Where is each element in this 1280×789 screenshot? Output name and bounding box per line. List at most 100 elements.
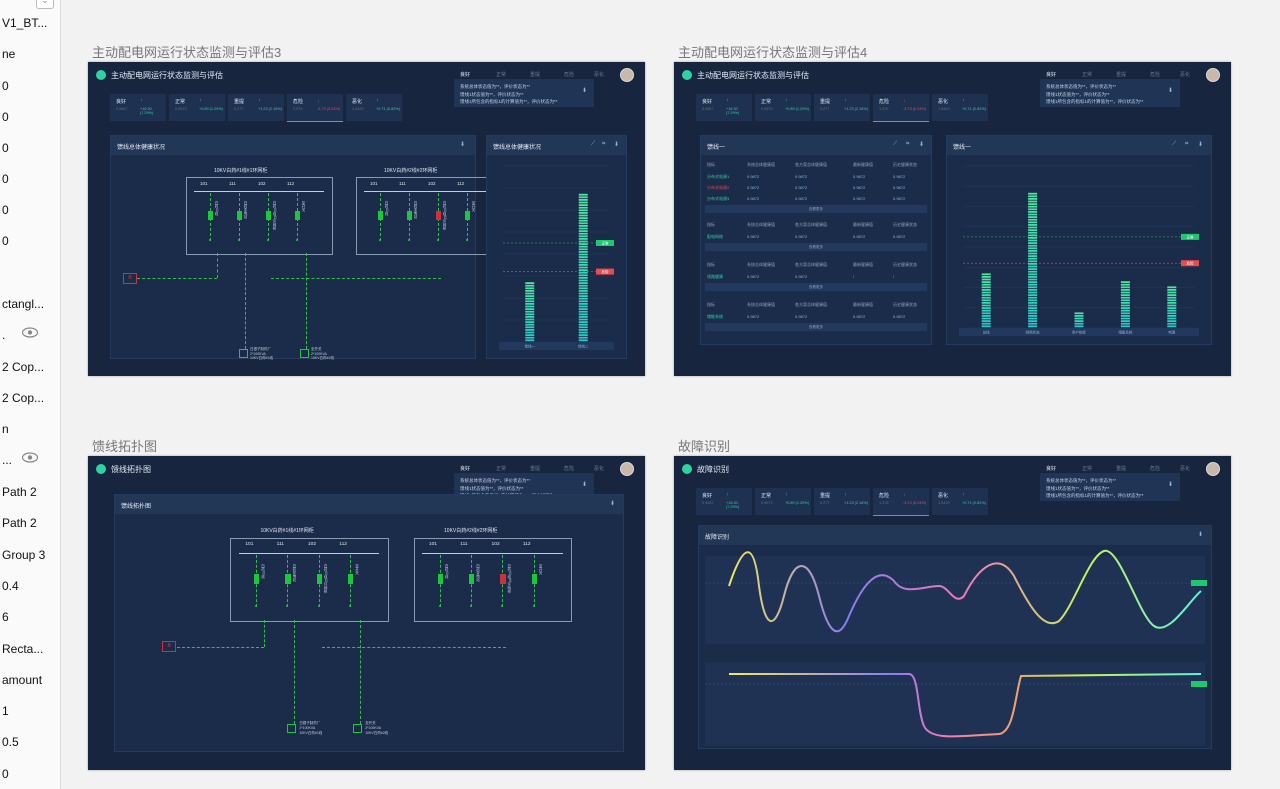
switch-icon[interactable] xyxy=(347,574,354,585)
layer-row[interactable]: Group 3 xyxy=(0,539,60,570)
stat-card[interactable]: 重提 ↑ 0.277 +1.23 (2.16%) xyxy=(228,94,284,121)
nav-item[interactable]: 正常 xyxy=(1082,72,1093,78)
bar-chart-icon[interactable]: ⌗ xyxy=(602,141,606,147)
nav-item[interactable]: 正常 xyxy=(496,466,507,472)
switch-icon[interactable] xyxy=(465,211,470,220)
layer-row[interactable]: 0 xyxy=(0,225,60,256)
layer-row[interactable]: 6 xyxy=(0,601,60,632)
table-row[interactable]: 分布式电源2 0.9872 0.9872 0.9872 0.9872 xyxy=(703,182,929,193)
layer-row[interactable]: ne xyxy=(0,38,60,69)
table-row[interactable]: 线路健康 0.9872 0.9872 / / xyxy=(703,271,929,282)
switch-icon[interactable] xyxy=(295,211,300,220)
switch-icon[interactable] xyxy=(531,574,537,585)
download-icon[interactable]: ⬇ xyxy=(614,142,620,148)
nav-item[interactable]: 良好 xyxy=(460,72,471,78)
eye-icon[interactable] xyxy=(22,327,38,338)
download-icon[interactable]: ⬇ xyxy=(1198,532,1204,538)
nav-item[interactable]: 良好 xyxy=(460,466,471,472)
switch-icon[interactable] xyxy=(407,211,412,220)
bar-chart-icon[interactable]: ⌗ xyxy=(906,141,910,147)
nav-item[interactable]: 危险 xyxy=(564,466,575,472)
layer-row[interactable]: 2 Cop... xyxy=(0,382,60,413)
layer-row[interactable]: 0 xyxy=(0,132,60,163)
stat-card[interactable]: 恶化 ↑ 1.9420 +0.71 (0.82%) xyxy=(932,94,988,121)
table-row[interactable]: 分布式电源3 0.9872 0.9872 0.9872 0.9872 xyxy=(703,193,929,204)
avatar[interactable] xyxy=(620,462,634,476)
avatar[interactable] xyxy=(620,68,634,82)
nav-item[interactable]: 重提 xyxy=(1116,72,1127,78)
nav-item[interactable]: 重提 xyxy=(530,72,541,78)
layer-row[interactable] xyxy=(0,256,60,287)
download-icon[interactable]: ⬇ xyxy=(1168,88,1174,94)
nav-item[interactable]: 正常 xyxy=(1082,466,1093,472)
nav-item[interactable]: 危险 xyxy=(1150,466,1161,472)
download-icon[interactable]: ⬇ xyxy=(919,142,925,148)
artboard-monitor-4[interactable]: 主动配电网运行状态监测与评估 良好 正常 重提 危险 恶化 系统总体状态值为**… xyxy=(674,62,1231,376)
line-chart-icon[interactable]: ⟋ xyxy=(1172,141,1177,147)
ring-main-unit[interactable] xyxy=(413,537,573,622)
switch-icon[interactable] xyxy=(436,211,441,220)
layer-row[interactable]: ctangl... xyxy=(0,288,60,319)
stat-card[interactable]: 良好 ↑ 0.9687 +16.30 (7.29%) xyxy=(110,94,166,121)
layer-row[interactable]: 0 xyxy=(0,758,60,789)
substation-icon[interactable] xyxy=(239,349,248,358)
download-icon[interactable]: ⬇ xyxy=(1168,482,1174,488)
download-icon[interactable]: ⬇ xyxy=(582,88,588,94)
stat-card[interactable]: 危险 ↓ 1.376 -3.73 (5.24%) xyxy=(873,94,929,122)
stat-card[interactable]: 正常 ↑ 0.9573 +0.89 (1.29%) xyxy=(755,94,811,121)
artboard-monitor-3[interactable]: 主动配电网运行状态监测与评估 良好 正常 重提 危险 恶化 系统总体状态值为**… xyxy=(88,62,645,376)
layer-row[interactable]: 0 xyxy=(0,101,60,132)
nav-item[interactable]: 恶化 xyxy=(1180,466,1191,472)
download-icon[interactable]: ⬇ xyxy=(460,142,466,148)
stat-card[interactable]: 危险 ↓ 1.376 -3.73 (5.24%) xyxy=(873,488,929,516)
download-icon[interactable]: ⬇ xyxy=(610,501,616,507)
layer-row[interactable]: 0.4 xyxy=(0,570,60,601)
artboard-title[interactable]: 主动配电网运行状态监测与评估4 xyxy=(678,45,868,60)
stat-card[interactable]: 重提 ↑ 0.277 +1.23 (2.16%) xyxy=(814,488,870,515)
layer-row[interactable]: Path 2 xyxy=(0,507,60,538)
line-chart-icon[interactable]: ⟋ xyxy=(893,141,898,147)
nav-item[interactable]: 恶化 xyxy=(1180,72,1191,78)
artboard-title[interactable]: 主动配电网运行状态监测与评估3 xyxy=(92,45,282,60)
layer-row[interactable]: V1_BT... xyxy=(0,7,60,38)
table-row[interactable]: 储能系统 0.9872 0.9872 0.9872 0.9872 xyxy=(703,311,929,322)
switch-icon[interactable] xyxy=(285,574,291,585)
layer-row[interactable]: . xyxy=(0,319,60,350)
layer-row[interactable]: n xyxy=(0,413,60,444)
substation-icon[interactable] xyxy=(287,723,297,733)
stat-card[interactable]: 重提 ↑ 0.277 +1.23 (2.16%) xyxy=(814,94,870,121)
switch-icon[interactable] xyxy=(378,211,383,220)
view-more-button[interactable]: 查看更多 xyxy=(705,205,927,213)
layer-row[interactable]: ... xyxy=(0,444,60,475)
switch-icon[interactable] xyxy=(500,574,506,585)
view-more-button[interactable]: 查看更多 xyxy=(705,323,927,331)
download-icon[interactable]: ⬇ xyxy=(1198,142,1204,148)
nav-item[interactable]: 恶化 xyxy=(594,72,605,78)
table-row[interactable]: 分布式电源1 0.9872 0.9872 0.9872 0.9872 xyxy=(703,171,929,182)
artboard-fault[interactable]: 故障识别 良好 正常 重提 危险 恶化 系统总体状态值为**，评价状态为** 馈… xyxy=(674,456,1231,770)
fault-tag[interactable]: B xyxy=(123,273,137,284)
layer-row[interactable]: 0 xyxy=(0,163,60,194)
switch-icon[interactable] xyxy=(468,574,475,585)
view-more-button[interactable]: 查看更多 xyxy=(705,243,927,251)
view-more-button[interactable]: 查看更多 xyxy=(705,283,927,291)
fault-tag[interactable]: B xyxy=(162,641,177,653)
chevron-down-icon[interactable]: ⌄ xyxy=(36,0,54,9)
avatar[interactable] xyxy=(1206,68,1220,82)
switch-icon[interactable] xyxy=(266,211,271,220)
nav-item[interactable]: 危险 xyxy=(564,72,575,78)
layer-row[interactable]: 0 xyxy=(0,194,60,225)
layer-row[interactable]: 2 Cop... xyxy=(0,351,60,382)
artboard-title[interactable]: 馈线拓扑图 xyxy=(92,439,158,454)
nav-item[interactable]: 重提 xyxy=(530,466,541,472)
stat-card[interactable]: 良好 ↑ 0.9687 +16.30 (7.29%) xyxy=(696,94,752,121)
switch-icon[interactable] xyxy=(253,574,260,585)
layer-row[interactable]: Recta... xyxy=(0,633,60,664)
switch-icon[interactable] xyxy=(237,211,242,220)
layer-row[interactable]: 0 xyxy=(0,70,60,101)
substation-icon[interactable] xyxy=(300,349,309,358)
nav-item[interactable]: 良好 xyxy=(1046,466,1057,472)
bar-chart-icon[interactable]: ⌗ xyxy=(1185,141,1189,147)
stat-card[interactable]: 正常 ↑ 0.9573 +0.89 (1.29%) xyxy=(169,94,225,121)
download-icon[interactable]: ⬇ xyxy=(582,482,588,488)
